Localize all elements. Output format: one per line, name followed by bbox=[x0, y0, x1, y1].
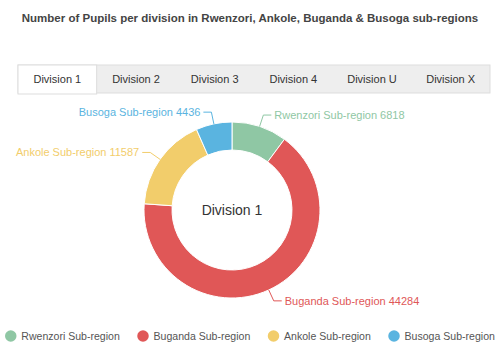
legend-item[interactable]: Busoga Sub-region bbox=[388, 330, 495, 342]
data-label-value: 44284 bbox=[389, 295, 420, 307]
center-label: Division 1 bbox=[202, 202, 263, 218]
data-label: Ankole Sub-region11587 bbox=[16, 146, 139, 158]
slice[interactable] bbox=[144, 129, 208, 205]
legend-item[interactable]: Buganda Sub-region bbox=[137, 330, 250, 342]
tab-label: Division 3 bbox=[191, 73, 239, 85]
tab-active-bg bbox=[18, 65, 97, 94]
leader-line bbox=[269, 290, 282, 301]
legend-label: Busoga Sub-region bbox=[405, 330, 495, 342]
tab-label: Division U bbox=[347, 73, 397, 85]
tab[interactable]: Division 1 bbox=[18, 65, 97, 94]
tab[interactable]: Division X bbox=[426, 73, 476, 85]
data-label: Busoga Sub-region4436 bbox=[79, 106, 201, 118]
data-label-value: 6818 bbox=[380, 109, 404, 121]
tab[interactable]: Division U bbox=[347, 73, 397, 85]
tabs: Division 1 Division 2 Division 3 Division 4… bbox=[18, 65, 490, 94]
data-label-name: Busoga Sub-region bbox=[79, 106, 173, 118]
leader-line bbox=[260, 115, 272, 126]
tab[interactable]: Division 4 bbox=[269, 73, 317, 85]
legend: Rwenzori Sub-region Buganda Sub-region Ank… bbox=[5, 330, 495, 342]
legend-label: Buganda Sub-region bbox=[154, 330, 251, 342]
leader-line bbox=[203, 112, 213, 124]
legend-swatch bbox=[268, 330, 280, 342]
legend-label: Rwenzori Sub-region bbox=[21, 330, 120, 342]
data-label: Buganda Sub-region44284 bbox=[285, 295, 420, 307]
tab[interactable]: Division 3 bbox=[191, 73, 239, 85]
data-label: Rwenzori Sub-region6818 bbox=[274, 109, 404, 121]
legend-item[interactable]: Rwenzori Sub-region bbox=[5, 330, 120, 342]
chart: Number of Pupils per division in Rwenzor… bbox=[0, 0, 500, 350]
tab-label: Division X bbox=[426, 73, 476, 85]
tab[interactable]: Division 2 bbox=[112, 73, 160, 85]
legend-swatch bbox=[388, 330, 400, 342]
legend-item[interactable]: Ankole Sub-region bbox=[268, 330, 371, 342]
data-label-name: Ankole Sub-region bbox=[16, 146, 107, 158]
leader-line bbox=[142, 152, 160, 159]
legend-swatch bbox=[5, 330, 17, 342]
data-label-name: Buganda Sub-region bbox=[285, 295, 386, 307]
legend-swatch bbox=[137, 330, 149, 342]
tab-bar bbox=[18, 65, 490, 93]
tab-label: Division 4 bbox=[269, 73, 317, 85]
title: Number of Pupils per division in Rwenzor… bbox=[22, 12, 478, 24]
data-labels: Rwenzori Sub-region6818 Buganda Sub-regio… bbox=[16, 106, 419, 307]
legend-label: Ankole Sub-region bbox=[284, 330, 371, 342]
data-label-value: 11587 bbox=[109, 146, 139, 158]
data-label-name: Rwenzori Sub-region bbox=[274, 109, 377, 121]
data-label-value: 4436 bbox=[176, 106, 200, 118]
tab-label: Division 2 bbox=[112, 73, 160, 85]
donut bbox=[144, 122, 320, 298]
tab-label: Division 1 bbox=[33, 73, 81, 85]
slice[interactable] bbox=[197, 122, 232, 155]
